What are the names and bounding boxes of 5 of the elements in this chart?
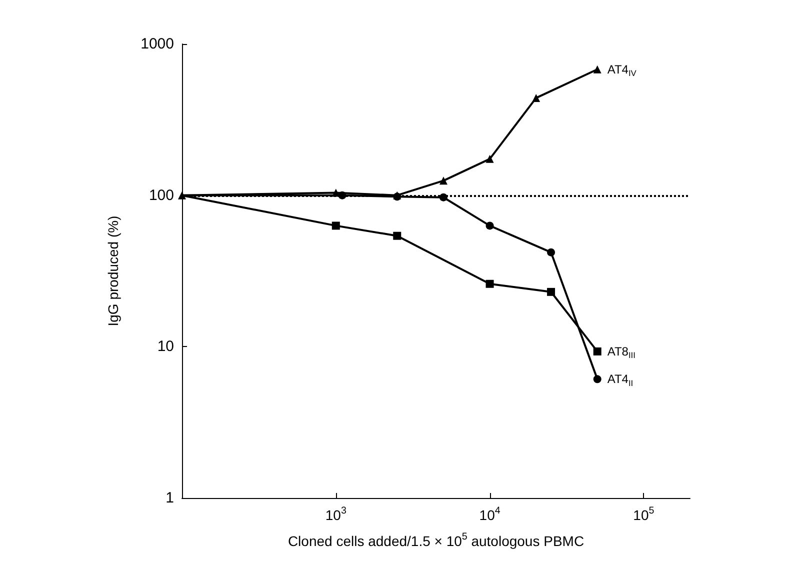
y-tick-label: 1: [166, 490, 174, 506]
y-tick-label: 1000: [140, 36, 174, 52]
y-tick-label: 10: [157, 338, 174, 356]
y-tick-label: 100: [148, 186, 174, 204]
y-axis-title: IgG produced (%): [105, 216, 121, 326]
